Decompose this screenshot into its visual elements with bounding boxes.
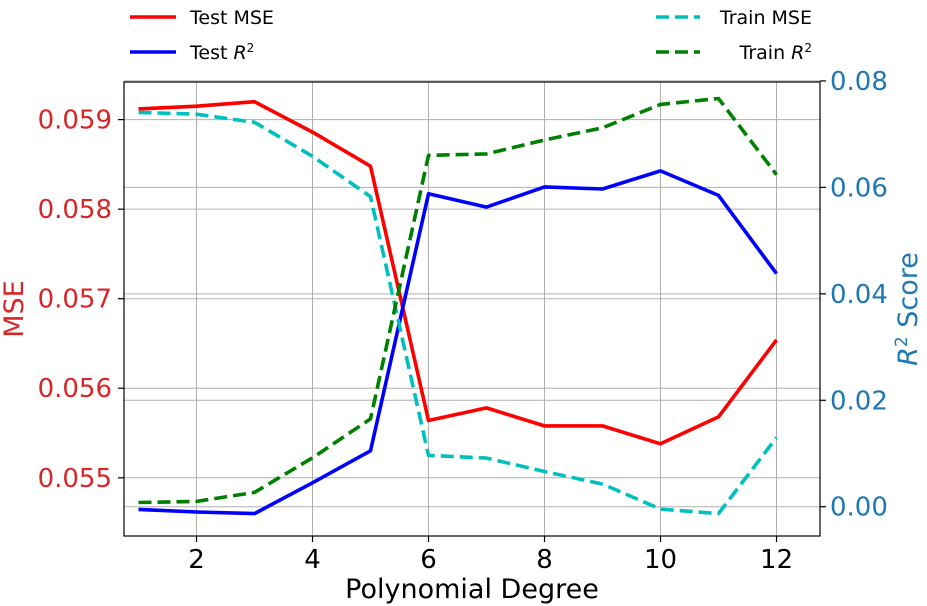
- y-left-tick-label: 0.057: [38, 285, 112, 315]
- y-axis-right-label-sup: 2: [892, 336, 912, 347]
- y-right-tick-label: 0.04: [830, 280, 888, 310]
- y-axis-right-label-r: R: [893, 347, 924, 366]
- y-right-tick-label: 0.08: [830, 67, 888, 97]
- x-tick-label: 6: [420, 545, 437, 575]
- legend-label-main: Train: [739, 42, 792, 64]
- x-axis-label: Polynomial Degree: [345, 574, 599, 605]
- y-right-tick-label: 0.02: [830, 386, 888, 416]
- x-axis: 2 4 6 8 10 12: [188, 536, 793, 575]
- x-tick-label: 2: [188, 545, 205, 575]
- grid-lines: [124, 80, 820, 536]
- series-line-test-mse: [138, 99, 778, 446]
- y-left-tick-label: 0.058: [38, 195, 112, 225]
- y-left-tick-label: 0.056: [38, 374, 112, 404]
- y-left-tick-label: 0.055: [38, 464, 112, 494]
- y-axis-left-label: MSE: [0, 280, 30, 338]
- y-right-tick-label: 0.06: [830, 173, 888, 203]
- y-right-tick-label: 0.00: [830, 493, 888, 523]
- legend-label: Test MSE: [189, 7, 274, 29]
- legend-label-sup: 2: [804, 41, 812, 55]
- series-line-train-mse: [138, 110, 778, 516]
- legend-label-italic: R: [791, 42, 804, 64]
- y-axis-right: 0.00 0.02 0.04 0.06 0.08: [820, 67, 888, 523]
- series-line-test-r-2: [138, 169, 778, 516]
- legend-label-italic: R: [233, 42, 246, 64]
- series-line-train-r-2: [138, 96, 778, 505]
- legend-label: Train MSE: [719, 7, 812, 29]
- y-axis-right-label-text: Score: [893, 252, 924, 336]
- legend-label: Test R2: [189, 41, 254, 64]
- legend-label-sup: 2: [247, 41, 255, 55]
- legend-label-main: Test: [189, 42, 233, 64]
- y-axis-right-label: R2 Score: [892, 252, 924, 366]
- series-lines: [138, 96, 778, 516]
- x-tick-label: 4: [304, 545, 321, 575]
- legend-label-main: Train MSE: [719, 7, 812, 29]
- y-left-tick-label: 0.059: [38, 106, 112, 136]
- plot-frame: [123, 81, 821, 537]
- x-tick-label: 8: [536, 545, 553, 575]
- x-tick-label: 12: [760, 545, 793, 575]
- y-axis-left: 0.055 0.056 0.057 0.058 0.059: [38, 106, 124, 494]
- x-tick-label: 10: [644, 545, 677, 575]
- legend-label: Train R2: [739, 41, 812, 64]
- legend-label-main: Test MSE: [189, 7, 274, 29]
